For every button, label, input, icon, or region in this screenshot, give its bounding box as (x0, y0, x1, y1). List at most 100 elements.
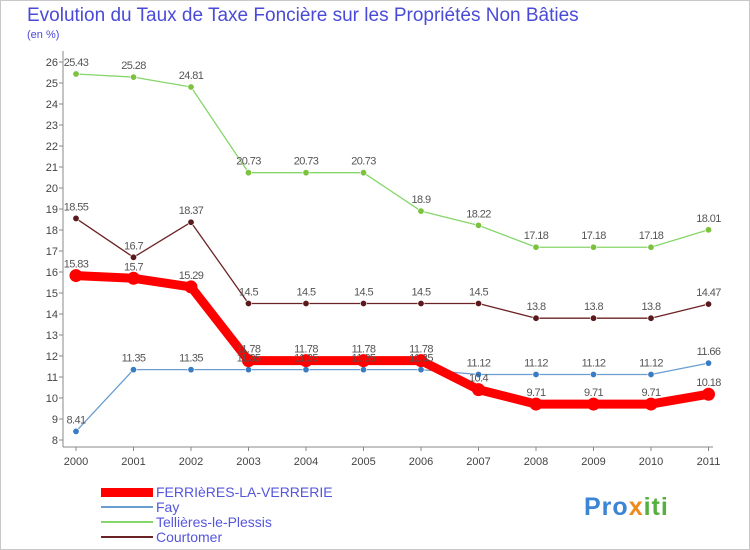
legend-swatch-tellieres-le-plessis (101, 521, 153, 523)
data-label-ferrieres-la-verrerie: 11.78 (294, 344, 318, 356)
data-label-ferrieres-la-verrerie: 9.71 (526, 387, 545, 399)
y-tick-label: 10 (46, 393, 58, 405)
data-point-fay (417, 366, 425, 374)
data-point-ferrieres-la-verrerie (242, 354, 255, 368)
data-label-fay: 11.35 (294, 353, 318, 365)
data-point-courtomer (704, 300, 712, 308)
data-label-fay: 11.12 (524, 357, 548, 369)
axes: 8 9 10 11 12 13 14 15 16 17 18 19 20 21 22 23 24 25 26 2000… (46, 51, 721, 468)
data-label-courtomer: 16.7 (124, 240, 143, 252)
data-point-tellieres-le-plessis (704, 226, 712, 234)
data-label-courtomer: 14.5 (296, 287, 315, 299)
data-label-courtomer: 13.8 (584, 301, 603, 313)
y-tick-label: 9 (52, 414, 58, 426)
data-point-fay (474, 370, 482, 378)
y-tick-label: 23 (46, 120, 58, 132)
data-point-courtomer (647, 314, 655, 322)
x-tick-label: 2006 (409, 456, 433, 468)
series-layer (69, 70, 715, 435)
data-label-tellieres-le-plessis: 25.43 (64, 57, 89, 69)
x-tick-label: 2007 (466, 456, 490, 468)
y-tick-label: 24 (46, 99, 58, 111)
data-point-courtomer (532, 314, 540, 322)
x-tick-label: 2004 (294, 456, 318, 468)
logo-part-3: iti (643, 493, 669, 521)
y-tick-label: 14 (46, 309, 58, 321)
data-point-fay (359, 366, 367, 374)
data-labels: 25.43 25.28 24.81 20.73 20.73 20.73 18.9 18.22 1… (64, 57, 722, 426)
data-point-courtomer (589, 314, 597, 322)
series-tellieres-le-plessis (72, 70, 712, 251)
data-point-courtomer (130, 253, 138, 261)
y-tick-label: 26 (46, 57, 58, 69)
data-point-ferrieres-la-verrerie (69, 269, 83, 283)
data-label-ferrieres-la-verrerie: 15.7 (124, 261, 143, 273)
y-tick-label: 8 (52, 435, 58, 447)
logo-part-2: x (628, 493, 644, 521)
data-label-tellieres-le-plessis: 20.73 (236, 156, 261, 168)
x-tick-label: 2001 (121, 456, 145, 468)
x-tick-label: 2005 (351, 456, 375, 468)
x-tick-label: 2003 (236, 456, 260, 468)
logo-part-1: Pro (584, 493, 629, 521)
data-label-ferrieres-la-verrerie: 9.71 (584, 387, 603, 399)
y-tick-label: 15 (46, 288, 58, 300)
x-tick-label: 2010 (639, 456, 663, 468)
data-point-fay (704, 359, 712, 367)
data-label-courtomer: 14.5 (469, 287, 488, 299)
data-point-courtomer (359, 299, 367, 307)
data-point-tellieres-le-plessis (245, 169, 253, 177)
data-point-tellieres-le-plessis (187, 83, 195, 91)
data-point-courtomer (302, 299, 310, 307)
data-label-tellieres-le-plessis: 25.28 (121, 60, 146, 72)
data-point-ferrieres-la-verrerie (587, 397, 600, 411)
legend-swatch-fay (101, 506, 153, 508)
data-label-tellieres-le-plessis: 18.9 (411, 194, 430, 206)
data-point-ferrieres-la-verrerie (184, 280, 198, 294)
x-tick-label: 2002 (179, 456, 203, 468)
data-label-courtomer: 13.8 (641, 301, 660, 313)
data-point-courtomer (417, 299, 425, 307)
series-courtomer (72, 214, 712, 322)
data-label-fay: 11.35 (237, 353, 261, 365)
y-tick-label: 17 (46, 246, 58, 258)
data-label-tellieres-le-plessis: 18.01 (696, 213, 721, 225)
data-label-fay: 11.12 (582, 357, 606, 369)
data-label-fay: 11.66 (697, 346, 721, 358)
data-label-tellieres-le-plessis: 17.18 (639, 230, 664, 242)
data-point-courtomer (72, 214, 80, 222)
data-point-ferrieres-la-verrerie (644, 397, 658, 411)
x-tick-label: 2000 (64, 456, 88, 468)
data-point-tellieres-le-plessis (647, 243, 655, 251)
series-line-ferrieres-la-verrerie (71, 271, 713, 409)
legend-swatch-ferrieres-la-verrerie (101, 487, 153, 497)
data-point-courtomer (187, 218, 195, 226)
data-label-tellieres-le-plessis: 18.22 (466, 208, 491, 220)
data-label-tellieres-le-plessis: 20.73 (351, 156, 376, 168)
data-point-tellieres-le-plessis (359, 169, 367, 177)
y-tick-label: 12 (46, 351, 58, 363)
data-label-courtomer: 13.8 (526, 301, 545, 313)
data-point-tellieres-le-plessis (589, 243, 597, 251)
data-point-fay (647, 370, 655, 378)
data-label-tellieres-le-plessis: 17.18 (524, 230, 549, 242)
data-label-courtomer: 14.47 (696, 287, 721, 299)
data-point-fay (532, 370, 540, 378)
data-label-ferrieres-la-verrerie: 11.78 (409, 344, 433, 356)
x-tick-label: 2011 (697, 456, 721, 468)
y-unit-label: (en %) (27, 29, 60, 41)
data-label-courtomer: 14.5 (354, 287, 373, 299)
data-point-ferrieres-la-verrerie (127, 271, 140, 285)
data-label-fay: 11.35 (409, 353, 433, 365)
data-label-tellieres-le-plessis: 24.81 (179, 70, 204, 82)
data-label-tellieres-le-plessis: 17.18 (581, 230, 606, 242)
data-label-courtomer: 14.5 (239, 287, 258, 299)
data-label-ferrieres-la-verrerie: 10.4 (469, 373, 488, 385)
y-tick-label: 11 (47, 372, 58, 384)
series-ferrieres-la-verrerie (69, 269, 715, 411)
data-label-ferrieres-la-verrerie: 15.83 (64, 259, 89, 271)
data-point-ferrieres-la-verrerie (529, 397, 543, 411)
data-point-fay (187, 366, 195, 374)
